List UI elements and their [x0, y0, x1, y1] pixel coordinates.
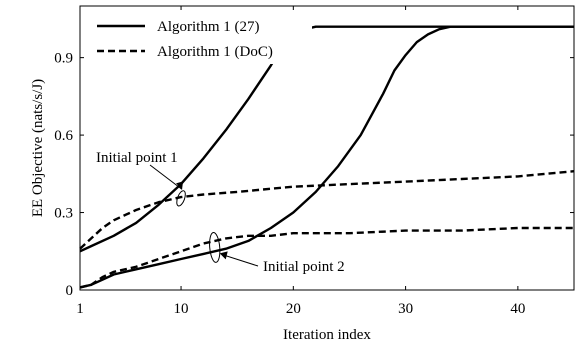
y-tick-label: 0.3	[54, 206, 73, 222]
y-axis-label: EE Objective (nats/s/J)	[30, 79, 46, 217]
legend-label-solid: Algorithm 1 (27)	[157, 19, 260, 35]
legend-box	[90, 12, 312, 64]
x-tick-label: 40	[510, 301, 525, 317]
x-tick-label: 1	[76, 301, 84, 317]
y-tick-label: 0.6	[54, 128, 73, 144]
series-27-line-3	[79, 25, 574, 289]
x-tick-label: 30	[398, 301, 413, 317]
axis-ticks: 1 10 20 30 40 0 0.3 0.6 0.9	[54, 6, 574, 317]
annotation-ellipse-1	[176, 190, 186, 207]
annotation-ellipse-2	[209, 231, 221, 263]
x-axis-label: Iteration index	[283, 327, 371, 343]
y-tick-label: 0.9	[54, 51, 73, 67]
plot-frame	[79, 5, 575, 291]
series-doc-line-2	[79, 170, 575, 250]
annotation-layer: Initial point 1 Initial point 2	[96, 150, 345, 275]
annotation-arrowhead-1	[176, 181, 184, 190]
annotation-label-2: Initial point 2	[263, 259, 345, 275]
x-tick-label: 10	[174, 301, 189, 317]
legend-label-dashed: Algorithm 1 (DoC)	[157, 44, 273, 60]
annotation-arrow-1	[149, 164, 183, 190]
annotation-arrow-2	[221, 253, 259, 267]
x-tick-label: 20	[286, 301, 301, 317]
series-doc-line-4	[79, 226, 574, 289]
annotation-arrowhead-2	[219, 251, 228, 260]
y-tick-label: 0	[66, 283, 74, 299]
legend: Algorithm 1 (27) Algorithm 1 (DoC)	[90, 12, 312, 64]
annotation-label-1: Initial point 1	[96, 150, 178, 166]
